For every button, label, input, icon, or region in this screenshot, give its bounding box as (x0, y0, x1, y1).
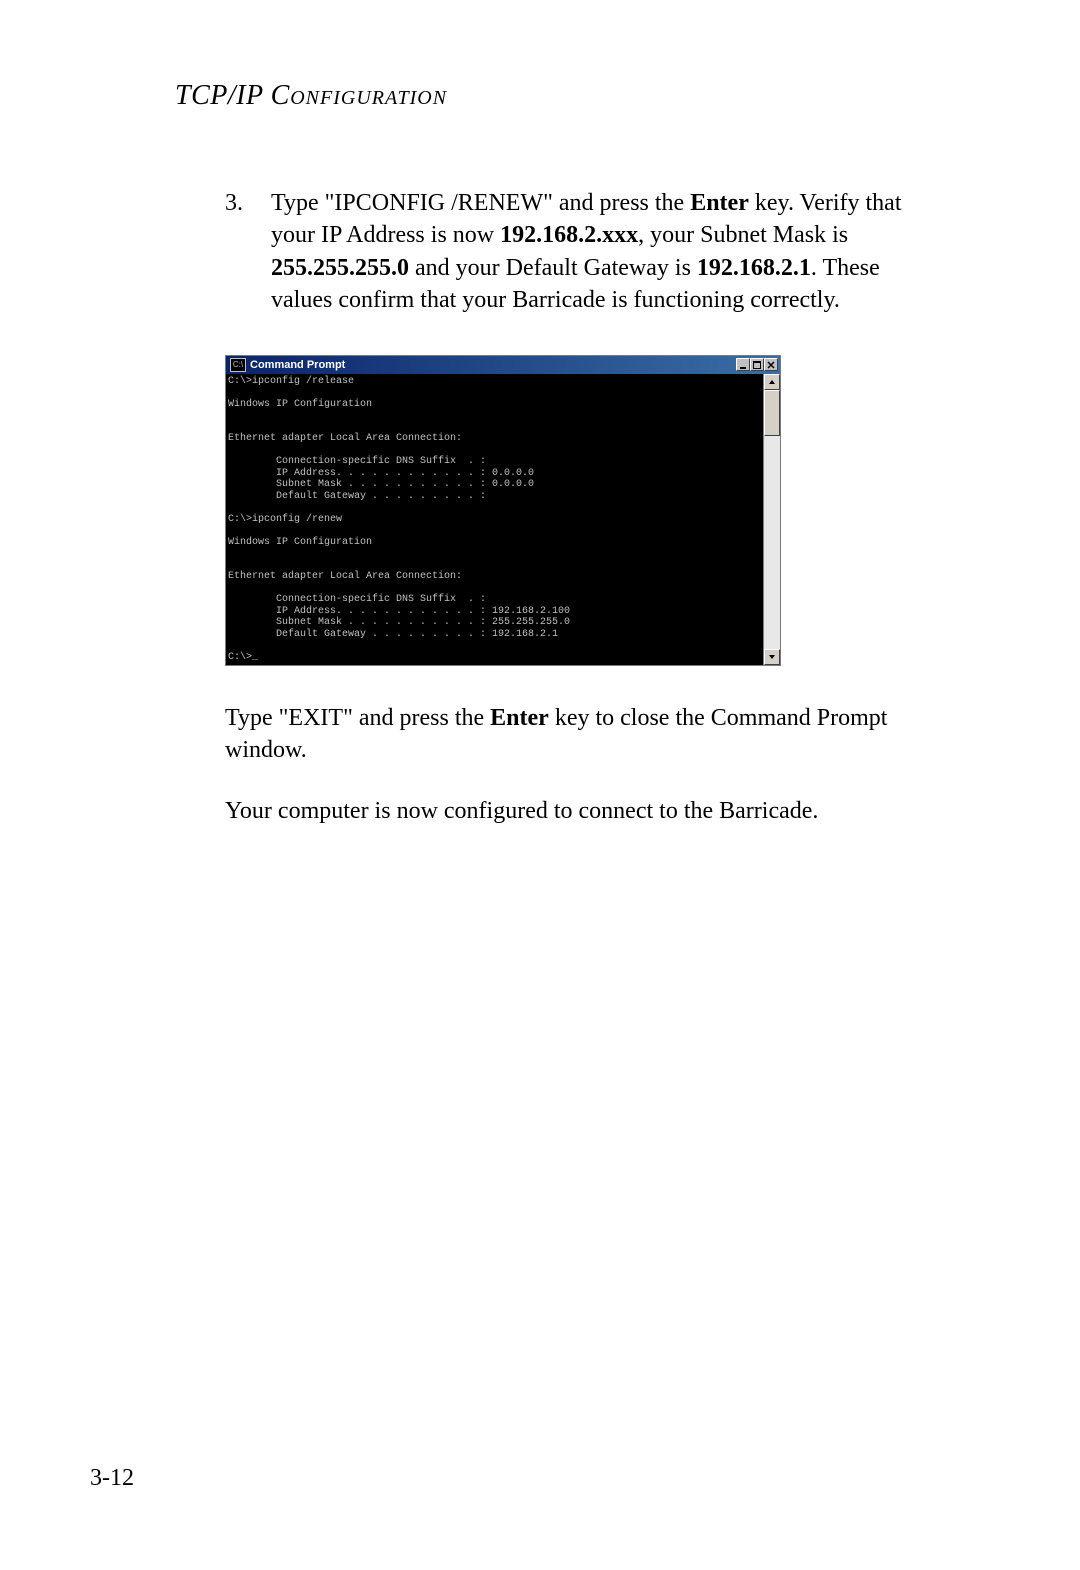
cmd-titlebar[interactable]: C:\ Command Prompt (226, 356, 780, 374)
step-text: Type "IPCONFIG /RENEW" and press the Ent… (271, 187, 905, 317)
maximize-button[interactable] (750, 358, 764, 371)
scroll-down-button[interactable] (764, 649, 780, 665)
cmd-title-text: Command Prompt (250, 359, 345, 371)
cmd-content[interactable]: C:\>ipconfig /release Windows IP Configu… (226, 374, 763, 666)
scroll-track[interactable] (764, 390, 780, 650)
window-buttons (736, 358, 780, 371)
command-prompt-window: C:\ Command Prompt C:\>ipconfig /relea (225, 355, 781, 667)
close-button[interactable] (764, 358, 778, 371)
header-smallcaps: Configuration (271, 80, 447, 111)
page-header: TCP/IP Configuration (175, 80, 905, 112)
final-paragraph: Your computer is now configured to conne… (225, 795, 905, 827)
step-3: 3. Type "IPCONFIG /RENEW" and press the … (225, 187, 905, 317)
body-block: 3. Type "IPCONFIG /RENEW" and press the … (225, 187, 905, 827)
document-page: TCP/IP Configuration 3. Type "IPCONFIG /… (0, 0, 1080, 1570)
cmd-body: C:\>ipconfig /release Windows IP Configu… (226, 374, 780, 666)
header-prefix: TCP/IP (175, 80, 271, 111)
page-number: 3-12 (90, 1465, 134, 1492)
after-text: Type "EXIT" and press the Enter key to c… (225, 702, 905, 827)
exit-paragraph: Type "EXIT" and press the Enter key to c… (225, 702, 905, 767)
cmd-scrollbar[interactable] (763, 374, 780, 666)
minimize-button[interactable] (736, 358, 750, 371)
scroll-thumb[interactable] (764, 390, 780, 436)
step-number: 3. (225, 187, 271, 219)
cmd-app-icon: C:\ (230, 358, 246, 372)
scroll-up-button[interactable] (764, 374, 780, 390)
